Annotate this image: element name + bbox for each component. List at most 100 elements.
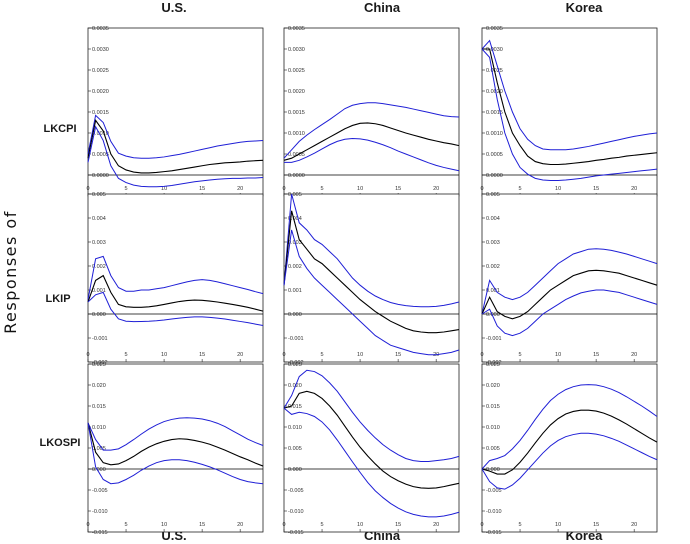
ytick-label-lkcpi-korea: 0.0000 xyxy=(486,173,503,179)
xtick-label-lkospi-china: 15 xyxy=(395,522,401,528)
series-lower-lkip-china xyxy=(283,229,460,356)
ytick-label-lkip-us: 0.002 xyxy=(92,264,106,270)
series-lower-lkcpi-korea xyxy=(481,48,658,181)
xtick-label-lkip-us: 20 xyxy=(237,352,243,358)
series-response-lkcpi-china xyxy=(283,122,460,161)
xtick-label-lkcpi-korea: 5 xyxy=(519,186,522,192)
ytick-label-lkospi-korea: 0.005 xyxy=(486,446,500,452)
ytick-label-lkip-china: 0.004 xyxy=(288,216,302,222)
xtick-label-lkip-china: 5 xyxy=(321,352,324,358)
ytick-label-lkospi-korea: 0.000 xyxy=(486,467,500,473)
series-upper-lkip-korea xyxy=(481,248,658,315)
ytick-label-lkospi-china: -0.010 xyxy=(288,509,304,515)
ytick-label-lkip-china: 0.005 xyxy=(288,192,302,198)
ytick-label-lkospi-korea: -0.005 xyxy=(486,488,502,494)
xtick-label-lkospi-korea: 20 xyxy=(631,522,637,528)
ytick-label-lkip-korea: -0.001 xyxy=(486,336,502,342)
ytick-label-lkospi-china: -0.015 xyxy=(288,530,304,536)
ytick-label-lkcpi-korea: 0.0005 xyxy=(486,152,503,158)
panels-group: 0.00350.00300.00250.00200.00150.00100.00… xyxy=(86,26,658,536)
panel-lkcpi-china: 0.0035 0.0030 0.0025 0.0020 0.0015 0.0010 0.00… xyxy=(282,26,460,200)
ytick-label-lkip-us: 0.005 xyxy=(92,192,106,198)
series-upper-lkospi-china xyxy=(283,369,460,462)
series-response-lkip-korea xyxy=(481,269,658,320)
ytick-label-lkospi-korea: 0.010 xyxy=(486,425,500,431)
series-lower-lkip-korea xyxy=(481,289,658,337)
xtick-label-lkospi-us: 10 xyxy=(161,522,167,528)
top-header-china: China xyxy=(364,0,401,15)
ytick-label-lkip-us: -0.002 xyxy=(92,360,108,366)
ytick-label-lkcpi-china: 0.0010 xyxy=(288,131,305,137)
xtick-label-lkcpi-korea: 15 xyxy=(593,186,599,192)
ytick-label-lkospi-korea: -0.010 xyxy=(486,509,502,515)
panel-frame-lkospi-china xyxy=(283,363,460,533)
top-header-korea: Korea xyxy=(566,0,604,15)
series-response-lkip-china xyxy=(283,210,460,334)
ytick-label-lkcpi-us: 0.0025 xyxy=(92,68,109,74)
ytick-label-lkospi-us: -0.005 xyxy=(92,488,108,494)
xtick-label-lkospi-china: 20 xyxy=(433,522,439,528)
ytick-label-lkip-korea: 0.001 xyxy=(486,288,500,294)
ytick-label-lkcpi-us: 0.0010 xyxy=(92,131,109,137)
ytick-label-lkip-china: -0.001 xyxy=(288,336,304,342)
xtick-label-lkip-korea: 15 xyxy=(593,352,599,358)
panel-lkospi-korea: 0.025 0.020 0.015 0.010 0.005 0.000 -0.005 -0.0… xyxy=(480,362,658,536)
panel-lkip-korea: 0.005 0.004 0.003 0.002 0.001 0.000 -0.001 -0.0… xyxy=(480,192,658,366)
ytick-label-lkcpi-us: 0.0000 xyxy=(92,173,109,179)
xtick-label-lkcpi-china: 0 xyxy=(282,186,285,192)
xtick-label-lkospi-us: 20 xyxy=(237,522,243,528)
panel-lkip-china: 0.0050.0040.0030.0020.0010.000-0.001-0.0… xyxy=(282,192,460,366)
ytick-label-lkospi-korea: 0.025 xyxy=(486,362,500,368)
ytick-label-lkcpi-us: 0.0035 xyxy=(92,26,109,32)
xtick-label-lkcpi-us: 10 xyxy=(161,186,167,192)
ytick-label-lkospi-us: 0.025 xyxy=(92,362,106,368)
xtick-label-lkospi-korea: 0 xyxy=(480,522,483,528)
ytick-label-lkospi-us: 0.000 xyxy=(92,467,106,473)
ytick-label-lkip-korea: 0.003 xyxy=(486,240,500,246)
xtick-label-lkcpi-china: 15 xyxy=(395,186,401,192)
ytick-label-lkcpi-korea: 0.0030 xyxy=(486,47,503,53)
series-lower-lkospi-korea xyxy=(481,432,658,490)
ytick-label-lkospi-china: 0.000 xyxy=(288,467,302,473)
xtick-label-lkip-us: 5 xyxy=(125,352,128,358)
ytick-label-lkip-china: 0.000 xyxy=(288,312,302,318)
xtick-label-lkospi-china: 5 xyxy=(321,522,324,528)
ytick-label-lkospi-us: 0.015 xyxy=(92,404,106,410)
ytick-label-lkip-us: 0.001 xyxy=(92,288,106,294)
ytick-label-lkcpi-korea: 0.0020 xyxy=(486,89,503,95)
series-lower-lkospi-us xyxy=(87,422,264,485)
xtick-label-lkip-korea: 10 xyxy=(555,352,561,358)
ytick-label-lkip-korea: 0.004 xyxy=(486,216,500,222)
ytick-label-lkospi-china: 0.015 xyxy=(288,404,302,410)
row-label-lkospi: LKOSPI xyxy=(40,437,81,449)
ytick-label-lkip-us: -0.001 xyxy=(92,336,108,342)
xtick-label-lkip-china: 0 xyxy=(282,352,285,358)
series-upper-lkip-china xyxy=(283,193,460,308)
series-lower-lkcpi-china xyxy=(284,137,460,172)
xtick-label-lkcpi-korea: 10 xyxy=(555,186,561,192)
ytick-label-lkcpi-us: 0.0015 xyxy=(92,110,109,116)
ytick-label-lkcpi-china: 0.0035 xyxy=(288,26,305,32)
xtick-label-lkip-china: 15 xyxy=(395,352,401,358)
series-upper-lkcpi-china xyxy=(283,102,460,159)
xtick-label-lkcpi-us: 20 xyxy=(237,186,243,192)
ytick-label-lkip-korea: 0.000 xyxy=(486,312,500,318)
ytick-label-lkcpi-china: 0.0000 xyxy=(288,173,305,179)
ytick-label-lkip-us: 0.000 xyxy=(92,312,106,318)
panel-frame-lkip-china xyxy=(283,193,460,363)
ytick-label-lkcpi-korea: 0.0015 xyxy=(486,110,503,116)
xtick-label-lkcpi-china: 10 xyxy=(357,186,363,192)
ytick-label-lkcpi-korea: 0.0035 xyxy=(486,26,503,32)
panel-lkip-us: 0.005 0.004 0.003 0.002 0.001 0.000 -0.001 -0.0… xyxy=(86,192,264,366)
ytick-label-lkip-china: -0.002 xyxy=(288,360,304,366)
ytick-label-lkcpi-china: 0.0020 xyxy=(288,89,305,95)
series-upper-lkip-us xyxy=(87,255,264,300)
ytick-label-lkospi-korea: -0.015 xyxy=(486,530,502,536)
panel-frame-lkcpi-korea xyxy=(481,27,658,197)
series-lower-lkip-us xyxy=(87,291,264,327)
ytick-label-lkip-korea: 0.002 xyxy=(486,264,500,270)
ytick-label-lkospi-us: 0.005 xyxy=(92,446,106,452)
ytick-label-lkospi-china: -0.005 xyxy=(288,488,304,494)
series-lower-lkospi-china xyxy=(283,407,460,518)
xtick-label-lkcpi-korea: 20 xyxy=(631,186,637,192)
